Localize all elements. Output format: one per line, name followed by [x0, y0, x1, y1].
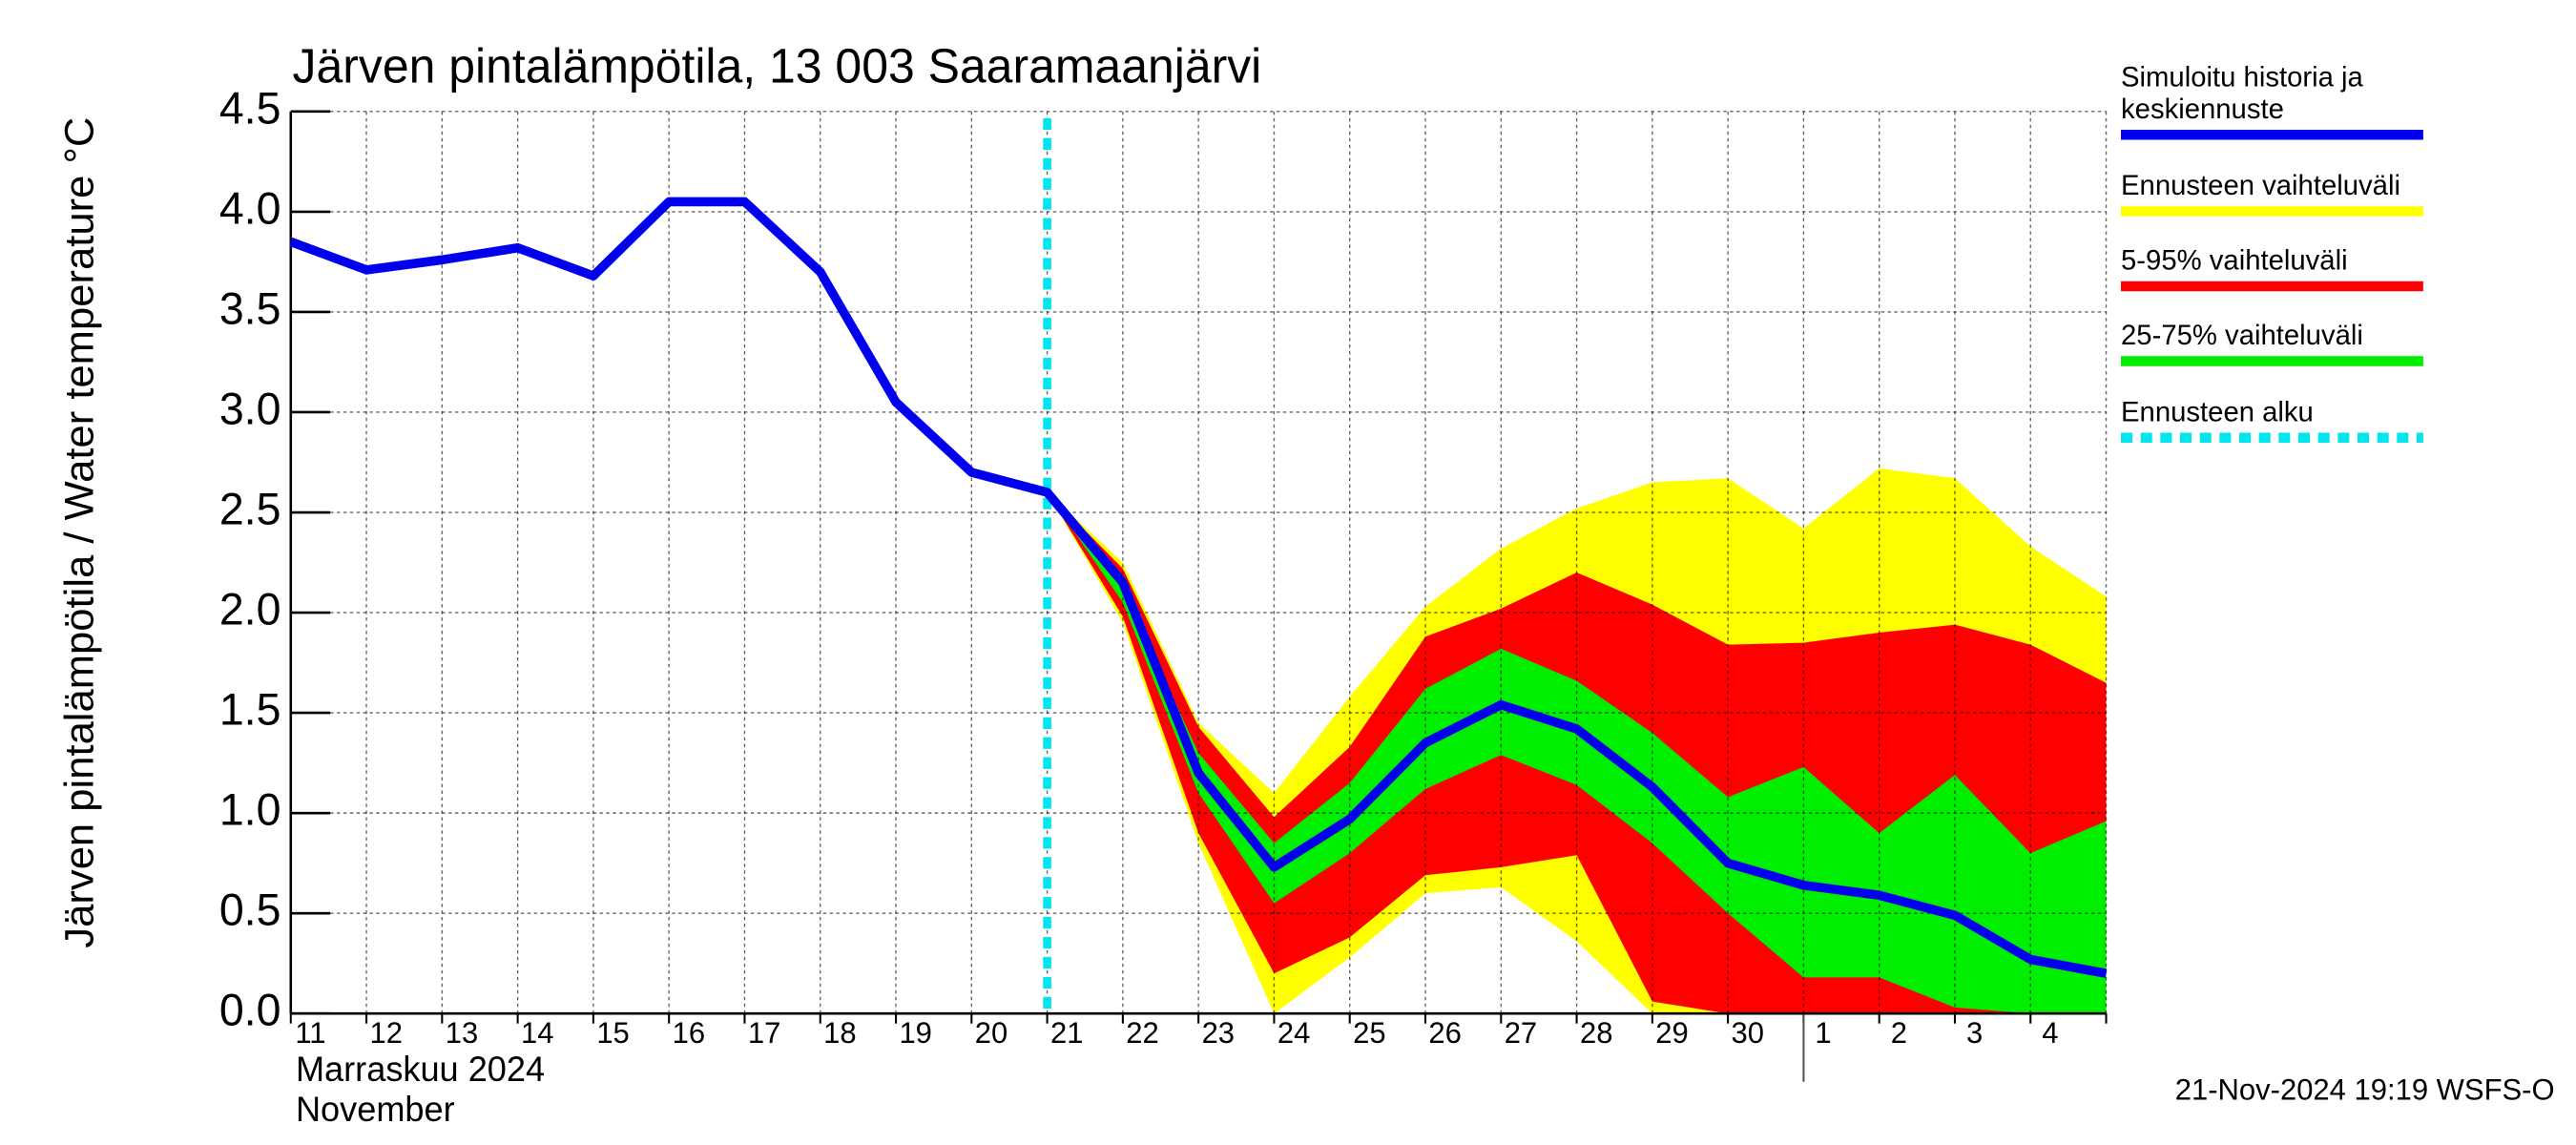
x-tick-label: 11 — [295, 1016, 325, 1050]
x-tick-label: 30 — [1732, 1016, 1764, 1050]
legend-entry: Ennusteen alku — [2121, 396, 2314, 428]
x-tick-label: 24 — [1278, 1016, 1310, 1050]
legend-label: Simuloitu historia ja keskiennuste — [2121, 61, 2363, 125]
x-tick-label: 16 — [673, 1016, 705, 1050]
legend-label: 25-75% vaihteluväli — [2121, 319, 2363, 352]
x-tick-label: 1 — [1815, 1016, 1831, 1050]
x-axis-label: Marraskuu 2024 — [296, 1050, 545, 1089]
legend-entry: Ennusteen vaihteluväli — [2121, 169, 2400, 202]
y-tick-label: 1.0 — [219, 784, 281, 834]
x-tick-label: 21 — [1050, 1016, 1083, 1050]
legend-entry: 25-75% vaihteluväli — [2121, 319, 2363, 352]
legend-entry: 5-95% vaihteluväli — [2121, 244, 2348, 277]
x-tick-label: 19 — [899, 1016, 931, 1050]
timestamp: 21-Nov-2024 19:19 WSFS-O — [2175, 1072, 2555, 1106]
series-line — [289, 197, 2108, 978]
x-tick-label: 4 — [2042, 1016, 2058, 1050]
y-tick-label: 4.5 — [219, 83, 281, 133]
x-tick-label: 15 — [596, 1016, 629, 1050]
x-tick-label: 12 — [369, 1016, 402, 1050]
x-tick-label: 17 — [748, 1016, 780, 1050]
x-tick-label: 28 — [1580, 1016, 1612, 1050]
x-tick-label: 27 — [1505, 1016, 1537, 1050]
x-tick-label: 29 — [1655, 1016, 1688, 1050]
y-tick-label: 4.0 — [219, 183, 281, 233]
y-tick-label: 3.0 — [219, 384, 281, 433]
chart-title: Järven pintalämpötila, 13 003 Saaramaanj… — [293, 39, 1262, 93]
y-tick-label: 3.5 — [219, 283, 281, 333]
y-tick-label: 2.0 — [219, 584, 281, 634]
legend-label: Ennusteen alku — [2121, 396, 2314, 428]
y-axis-label: Järven pintalämpötila / Water temperatur… — [57, 117, 103, 948]
legend-label: 5-95% vaihteluväli — [2121, 244, 2348, 277]
x-tick-label: 3 — [1966, 1016, 1983, 1050]
x-axis-label: November — [296, 1090, 455, 1129]
x-tick-label: 2 — [1891, 1016, 1907, 1050]
legend-label: Ennusteen vaihteluväli — [2121, 169, 2400, 202]
y-tick-label: 1.5 — [219, 684, 281, 734]
x-tick-label: 20 — [975, 1016, 1008, 1050]
x-tick-label: 25 — [1353, 1016, 1385, 1050]
x-tick-label: 13 — [446, 1016, 478, 1050]
x-tick-label: 26 — [1428, 1016, 1461, 1050]
x-tick-label: 18 — [823, 1016, 856, 1050]
y-tick-label: 0.5 — [219, 885, 281, 934]
x-tick-label: 23 — [1202, 1016, 1235, 1050]
legend-entry: Simuloitu historia ja keskiennuste — [2121, 61, 2363, 125]
y-tick-label: 0.0 — [219, 985, 281, 1034]
x-tick-label: 22 — [1126, 1016, 1158, 1050]
y-tick-label: 2.5 — [219, 484, 281, 533]
x-tick-label: 14 — [521, 1016, 553, 1050]
